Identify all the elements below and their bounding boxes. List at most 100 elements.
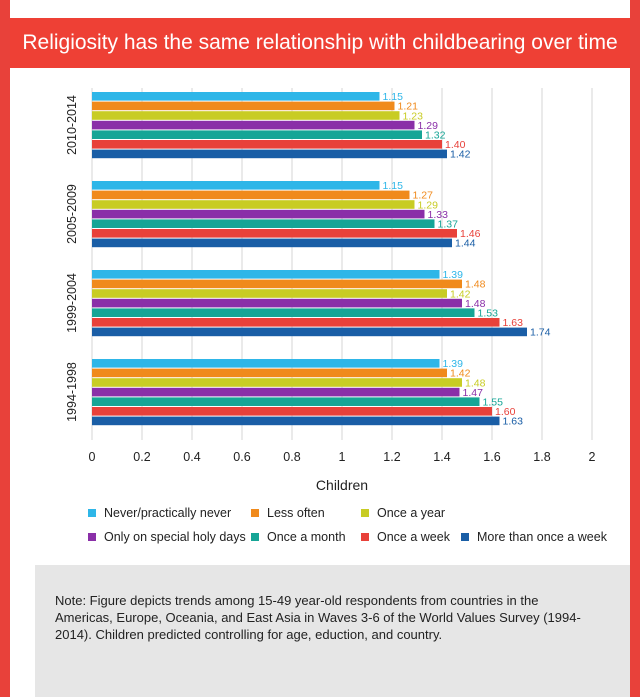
bar [92,101,395,111]
legend-swatch-once-a-year [361,509,369,517]
bar-value-label: 1.60 [495,406,516,418]
bar [92,200,415,209]
note-text: Note: Figure depicts trends among 15-49 … [55,593,581,642]
bar-value-label: 1.27 [413,190,434,202]
bar-value-label: 1.15 [383,91,404,103]
bar-value-label: 1.29 [418,199,439,211]
bar [92,416,500,426]
bar [92,318,500,327]
bar-value-label: 1.39 [443,269,464,281]
bar-value-label: 1.15 [383,180,404,192]
bars-group [92,92,527,426]
bar [92,219,435,228]
legend-item-once-a-week: Once a week [361,530,461,544]
x-tick-label: 1.4 [433,450,450,464]
category-label: 2010-2014 [65,95,79,155]
x-tick-label: 2 [589,450,596,464]
bar-value-label: 1.48 [465,298,486,310]
x-axis-label: Children [316,477,368,493]
legend-item-holy-days: Only on special holy days [88,530,251,544]
bar-value-label: 1.37 [438,219,459,231]
bar [92,289,447,298]
bar [92,378,462,387]
bar [92,397,480,406]
x-tick-label: 0.6 [233,450,250,464]
bar-value-label: 1.74 [530,327,551,339]
bar-value-label: 1.55 [483,397,504,409]
x-tick-label: 1.8 [533,450,550,464]
bar [92,92,380,101]
chart-title-bar: Religiosity has the same relationship wi… [10,18,630,68]
legend-item-never: Never/practically never [88,506,251,520]
bar [92,181,380,190]
legend-swatch-holy-days [88,533,96,541]
legend-label-once-a-week: Once a week [377,530,450,544]
bar-chart: 1.151.211.231.291.321.401.421.151.271.29… [65,88,596,493]
legend-row-2: Only on special holy days Once a month O… [88,530,618,544]
bar-value-label: 1.42 [450,368,471,380]
legend-item-less-often: Less often [251,506,361,520]
legend-label-holy-days: Only on special holy days [104,530,246,544]
x-tick-label: 1.2 [383,450,400,464]
bar-value-label: 1.33 [428,209,449,221]
bar-value-label: 1.23 [403,110,424,122]
bar [92,149,447,159]
bar [92,279,462,289]
bar-value-label: 1.47 [463,387,484,399]
bar [92,387,460,397]
bar [92,140,442,149]
bar-value-labels: 1.151.211.231.291.321.401.421.151.271.29… [383,91,551,428]
bar [92,327,527,337]
legend-swatch-once-a-week [361,533,369,541]
legend-label-once-a-month: Once a month [267,530,346,544]
bar [92,111,400,120]
legend-label-once-a-year: Once a year [377,506,446,520]
bar-value-label: 1.63 [503,416,524,428]
legend-item-more-than-weekly: More than once a week [461,530,607,544]
bar [92,298,462,308]
bar [92,229,457,238]
bar [92,308,475,317]
bar [92,130,422,139]
x-tick-label: 0.2 [133,450,150,464]
left-frame-border [0,0,10,697]
bar [92,359,440,368]
legend-item-once-a-year: Once a year [361,506,445,520]
category-label: 1999-2004 [65,273,79,333]
bar-value-label: 1.44 [455,238,476,250]
x-tick-label: 1 [339,450,346,464]
right-frame-border [630,0,640,697]
x-tick-label: 1.6 [483,450,500,464]
bar [92,209,425,219]
bar-value-label: 1.40 [445,139,466,151]
bar [92,238,452,248]
x-tick-label: 0.8 [283,450,300,464]
legend-row-1: Never/practically never Less often Once … [88,506,618,520]
category-labels: 2010-2014 2005-2009 1999-2004 1994-1998 [65,95,79,422]
bar-value-label: 1.32 [425,130,446,142]
bar [92,190,410,200]
bar [92,120,415,130]
bar-value-label: 1.63 [503,317,524,329]
bar [92,368,447,378]
legend-label-less-often: Less often [267,506,325,520]
legend: Never/practically never Less often Once … [88,506,618,554]
bar-value-label: 1.21 [398,101,419,113]
bar-value-label: 1.42 [450,288,471,300]
bar-value-label: 1.53 [478,308,499,320]
legend-swatch-never [88,509,96,517]
bar-value-label: 1.48 [465,377,486,389]
legend-item-once-a-month: Once a month [251,530,361,544]
x-tick-label: 0.4 [183,450,200,464]
bar-value-label: 1.46 [460,228,481,240]
bar-value-label: 1.29 [418,120,439,132]
legend-label-never: Never/practically never [104,506,232,520]
bar-value-label: 1.48 [465,279,486,291]
bar [92,270,440,279]
legend-swatch-more-than-weekly [461,533,469,541]
bar-value-label: 1.42 [450,149,471,161]
bar-value-label: 1.39 [443,358,464,370]
category-label: 2005-2009 [65,184,79,244]
bar [92,407,492,416]
legend-swatch-once-a-month [251,533,259,541]
